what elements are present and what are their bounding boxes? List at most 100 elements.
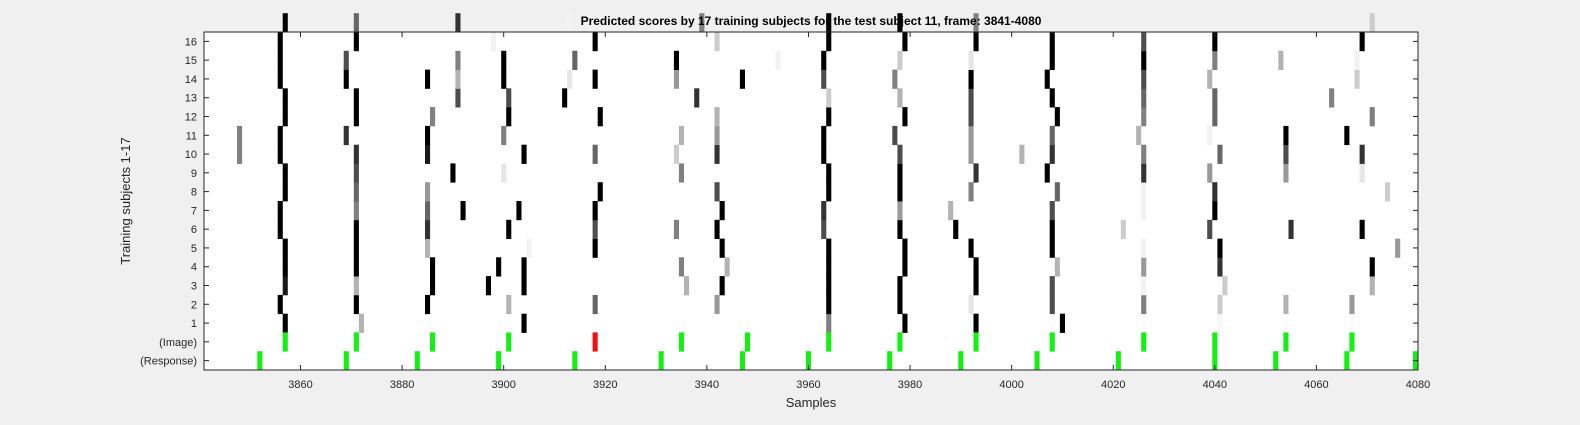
x-tick-label: 3980 <box>898 379 922 391</box>
y-tick-label: 7 <box>191 205 197 217</box>
y-tick-label: 10 <box>185 149 197 161</box>
score-cell-row-10 <box>714 144 720 164</box>
score-cell-row-1 <box>1217 313 1223 333</box>
score-cell-row-8 <box>282 182 288 202</box>
score-cell-row-7 <box>592 201 598 221</box>
score-cell-row-11 <box>501 125 507 146</box>
score-cell-row-15 <box>1278 50 1284 70</box>
response-marker <box>1212 351 1218 370</box>
score-cell-row-1 <box>358 313 364 333</box>
score-cell-row-5 <box>719 238 725 258</box>
score-cell-row-15 <box>968 50 974 70</box>
y-tick-label: (Image) <box>159 337 197 349</box>
score-cell-row-10 <box>821 144 827 164</box>
score-cell-row-6 <box>953 219 959 239</box>
score-cell-row-14 <box>968 69 974 89</box>
x-axis: 3860 3880 3900 3920 3940 3960 3980 4000 4020 4040… <box>288 32 1430 391</box>
score-cell-row-4 <box>521 257 527 277</box>
score-cell-row-5 <box>282 238 288 258</box>
score-cell-row-4 <box>678 257 684 277</box>
score-cell-row-12 <box>902 107 908 127</box>
x-tick-label: 4060 <box>1304 379 1328 391</box>
score-cell-row-9 <box>1283 163 1289 183</box>
score-cell-row-9 <box>678 163 684 183</box>
score-cell-row-14 <box>455 69 461 89</box>
image-marker <box>506 332 512 352</box>
score-cell-row-4 <box>826 257 832 277</box>
score-cell-row-17 <box>353 13 359 33</box>
score-cell-row-14 <box>1044 69 1050 89</box>
score-cell-row-17 <box>1369 13 1375 33</box>
image-marker <box>282 332 288 352</box>
response-marker <box>739 351 745 370</box>
score-cell-row-14 <box>673 69 679 89</box>
score-cell-row-11 <box>678 125 684 146</box>
score-cell-row-2 <box>1217 294 1223 315</box>
score-cell-row-6 <box>673 219 679 239</box>
score-cell-row-2 <box>425 294 431 315</box>
score-cell-row-13 <box>506 88 512 108</box>
score-cell-row-13 <box>353 88 359 108</box>
score-cell-row-6 <box>353 219 359 239</box>
response-marker <box>257 351 263 370</box>
response-marker <box>496 351 502 370</box>
score-cell-row-3 <box>430 276 436 296</box>
score-cell-row-7 <box>353 201 359 221</box>
score-cell-row-5 <box>526 238 532 258</box>
x-tick-label: 3940 <box>695 379 719 391</box>
score-cell-row-4 <box>1217 257 1223 277</box>
score-cell-row-11 <box>237 125 243 146</box>
score-cell-row-10 <box>521 144 527 164</box>
score-cell-row-4 <box>282 257 288 277</box>
image-marker <box>1049 332 1055 352</box>
x-tick-label: 4040 <box>1203 379 1227 391</box>
score-cell-row-10 <box>592 144 598 164</box>
score-cell-row-12 <box>1141 107 1147 127</box>
score-cell-row-9 <box>450 163 456 183</box>
response-marker <box>658 351 664 370</box>
score-cell-row-3 <box>897 276 903 296</box>
y-tick-label: 15 <box>185 55 197 67</box>
score-cell-row-7 <box>516 201 522 221</box>
score-cell-row-14 <box>1354 69 1360 89</box>
score-cell-row-16 <box>973 32 979 52</box>
score-cell-row-12 <box>714 107 720 127</box>
score-cell-row-12 <box>1054 107 1060 127</box>
score-cell-row-13 <box>562 88 568 108</box>
y-tick-label: 9 <box>191 168 197 180</box>
score-cell-row-15 <box>501 50 507 70</box>
x-tick-label: 4000 <box>999 379 1023 391</box>
score-cell-row-9 <box>826 163 832 183</box>
chart-title: Predicted scores by 17 training subjects… <box>581 14 1042 28</box>
score-cell-row-16 <box>714 32 720 52</box>
score-cell-row-1 <box>1059 313 1065 333</box>
score-cell-row-15 <box>1049 50 1055 70</box>
score-cell-row-11 <box>892 125 898 146</box>
score-cell-row-5 <box>1049 238 1055 258</box>
score-cell-row-4 <box>353 257 359 277</box>
score-cell-row-16 <box>1212 32 1218 52</box>
score-cell-row-15 <box>821 50 827 70</box>
score-cell-row-4 <box>430 257 436 277</box>
y-tick-label: 12 <box>185 112 197 124</box>
response-marker <box>887 351 893 370</box>
score-cell-row-5 <box>353 238 359 258</box>
score-cell-row-13 <box>826 88 832 108</box>
x-axis-label: Samples <box>786 395 837 410</box>
score-cell-row-13 <box>1212 88 1218 108</box>
score-cell-row-16 <box>902 32 908 52</box>
score-cell-row-15 <box>673 50 679 70</box>
y-tick-label: 4 <box>191 262 197 274</box>
score-cell-row-5 <box>592 238 598 258</box>
score-cell-row-11 <box>821 125 827 146</box>
score-cell-row-10 <box>1283 144 1289 164</box>
score-cell-row-1 <box>282 313 288 333</box>
score-cell-row-3 <box>1049 276 1055 296</box>
score-cell-row-2 <box>968 294 974 315</box>
score-cell-row-2 <box>277 294 283 315</box>
score-cell-row-2 <box>714 294 720 315</box>
score-cell-row-14 <box>1207 69 1213 89</box>
image-marker <box>592 332 598 352</box>
score-cell-row-14 <box>892 69 898 89</box>
